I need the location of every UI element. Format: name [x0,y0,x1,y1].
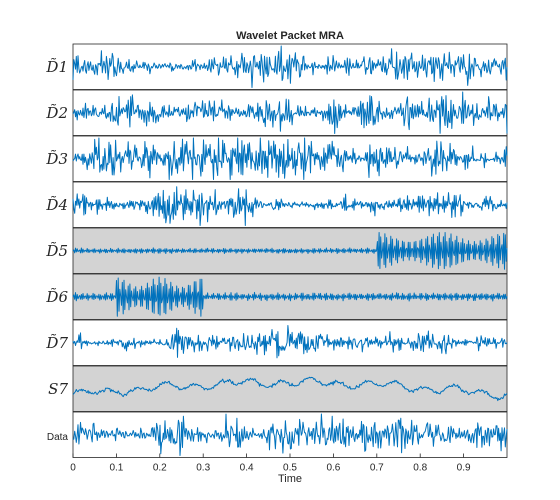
x-tick-label: 0.7 [370,463,384,474]
x-tick-label: 0.1 [109,463,123,474]
row-label: D̃7 [45,334,68,352]
panel-background [72,365,508,412]
series-line [72,376,508,402]
row-label: D̃3 [45,150,68,168]
row-label: D̃5 [45,242,68,260]
row-label: D̃2 [45,104,68,122]
series-line [72,186,508,226]
x-axis: 0 0.1 0.2 0.3 0.4 0.5 0.6 0.7 0.8 0.9 [70,453,471,474]
panel-3: D̃3 [45,135,508,182]
panel-8: S7 [48,365,508,412]
series-line [72,232,508,270]
x-tick-label: 0.8 [413,463,427,474]
row-label: D̃4 [45,196,68,214]
series-line [72,45,508,88]
x-tick-label: 0.4 [240,463,254,474]
series-line [72,91,508,134]
x-tick-label: 0.3 [196,463,210,474]
x-tick-label: 0.2 [153,463,167,474]
x-tick-label: 0.5 [283,463,297,474]
series-line [72,137,508,180]
panel-4: D̃4 [45,181,508,228]
row-label: D̃1 [45,58,68,76]
panel-2: D̃2 [45,89,508,136]
x-tick-label: 0 [70,463,76,474]
series-line [72,325,508,359]
row-label: S7 [48,380,68,398]
panel-5: D̃5 [45,227,508,274]
chart-title: Wavelet Packet MRA [236,30,344,42]
panels-group: D̃1 D̃2 D̃3 D̃4 D̃5 D̃6 D̃7 S7 Data [45,43,508,458]
panel-7: D̃7 [45,319,508,366]
series-line [72,276,508,317]
panel-9: Data [47,411,508,458]
series-line [72,413,508,456]
panel-1: D̃1 [45,43,508,90]
x-tick-label: 0.9 [457,463,471,474]
row-label: Data [47,432,69,443]
panel-6: D̃6 [45,273,508,320]
x-tick-label: 0.6 [326,463,340,474]
x-axis-label: Time [278,473,302,485]
row-label: D̃6 [45,288,68,306]
